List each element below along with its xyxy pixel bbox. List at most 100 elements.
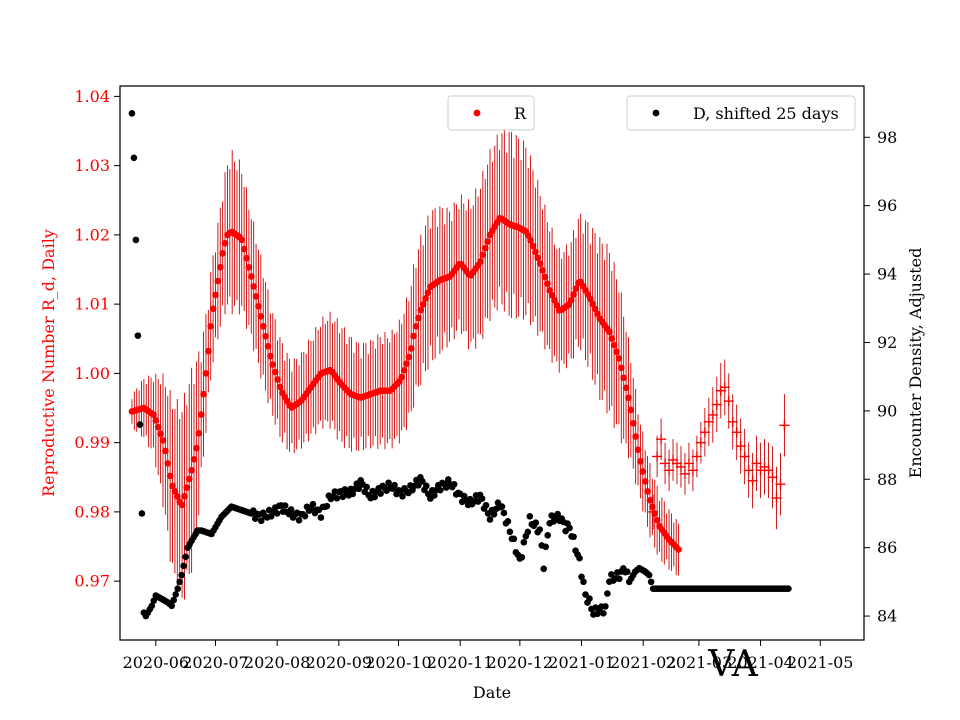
d-point bbox=[498, 503, 506, 510]
r-point bbox=[536, 260, 544, 267]
r-point bbox=[245, 263, 253, 271]
r-point bbox=[214, 277, 222, 285]
d-point bbox=[178, 571, 185, 579]
r-point bbox=[589, 300, 596, 308]
plot-frame bbox=[119, 85, 865, 641]
r-point bbox=[162, 447, 169, 455]
d-point bbox=[526, 513, 534, 520]
r-late-point bbox=[735, 441, 746, 452]
r-late-point bbox=[675, 461, 686, 472]
legend-d-label: D, shifted 25 days bbox=[693, 104, 839, 123]
d-point bbox=[486, 516, 494, 523]
r-point bbox=[639, 468, 647, 475]
r-late-point bbox=[695, 437, 706, 448]
r-late-point bbox=[664, 465, 675, 476]
r-late-point bbox=[751, 458, 762, 469]
r-point bbox=[209, 305, 217, 313]
r-point bbox=[646, 496, 654, 504]
r-late-point bbox=[739, 451, 750, 462]
d-point bbox=[423, 482, 430, 490]
r-point bbox=[649, 503, 656, 511]
d-point bbox=[363, 483, 370, 491]
r-point bbox=[567, 296, 575, 304]
r-point bbox=[276, 383, 284, 391]
d-point bbox=[500, 509, 508, 517]
d-point bbox=[136, 421, 144, 428]
y-axis-right: 84 86 88 90 92 94 96 98 bbox=[864, 128, 897, 626]
y-left-tick-label: 0.99 bbox=[74, 433, 110, 452]
r-point bbox=[541, 273, 549, 281]
r-point bbox=[207, 322, 215, 330]
d-point bbox=[170, 596, 178, 604]
r-point bbox=[190, 455, 198, 463]
r-late-point bbox=[771, 493, 782, 504]
d-point bbox=[544, 531, 552, 539]
d-point bbox=[148, 602, 156, 610]
r-point bbox=[546, 286, 553, 294]
r-point bbox=[644, 488, 651, 495]
r-point bbox=[195, 429, 203, 437]
x-axis: 2020-062020-072020-082020-092020-102020-… bbox=[123, 640, 853, 672]
r-point bbox=[212, 291, 219, 299]
x-tick-label: 2020-06 bbox=[123, 653, 189, 672]
d-point bbox=[444, 476, 452, 483]
d-point bbox=[478, 495, 486, 502]
d-point bbox=[130, 154, 138, 162]
y-left-tick-label: 0.98 bbox=[74, 502, 110, 521]
r-point bbox=[615, 355, 623, 362]
y-right-tick-label: 84 bbox=[877, 607, 897, 626]
r-point bbox=[171, 487, 179, 495]
r-point bbox=[529, 242, 537, 250]
r-point bbox=[419, 300, 427, 308]
r-point bbox=[479, 251, 487, 259]
r-point bbox=[164, 460, 172, 467]
y-right-tick-label: 92 bbox=[877, 333, 897, 352]
d-point bbox=[554, 510, 561, 518]
d-point bbox=[600, 610, 607, 617]
d-point bbox=[391, 481, 398, 489]
r-point bbox=[532, 248, 539, 256]
r-point bbox=[548, 291, 556, 299]
d-point bbox=[510, 535, 518, 543]
legend-r: R bbox=[447, 95, 535, 131]
d-point bbox=[419, 477, 426, 485]
r-late-point bbox=[687, 465, 698, 476]
d-point bbox=[176, 578, 183, 586]
r-point bbox=[653, 516, 661, 524]
y-axis-left-title: Reproductive Number R_d, Daily bbox=[39, 229, 58, 497]
r-point bbox=[219, 250, 226, 257]
d-point bbox=[355, 485, 363, 493]
r-point bbox=[410, 332, 417, 340]
d-point bbox=[371, 493, 378, 501]
d-point bbox=[415, 482, 422, 489]
x-tick-label: 2021-02 bbox=[610, 653, 676, 672]
d-point bbox=[450, 480, 458, 488]
r-point bbox=[539, 267, 546, 274]
chart-title-label: VA bbox=[707, 644, 759, 685]
r-point bbox=[267, 352, 274, 360]
d-point bbox=[785, 585, 792, 593]
r-point bbox=[178, 501, 186, 509]
r-late-point bbox=[656, 434, 667, 445]
d-point bbox=[128, 110, 136, 117]
r-point bbox=[544, 280, 551, 287]
legend-r-label: R bbox=[514, 104, 527, 123]
d-point bbox=[349, 490, 357, 498]
d-point bbox=[566, 524, 573, 532]
d-point bbox=[532, 519, 540, 526]
d-point bbox=[518, 553, 526, 561]
r-late-point bbox=[731, 427, 742, 438]
r-late-point bbox=[660, 458, 671, 469]
y-left-tick-label: 1.00 bbox=[74, 364, 110, 383]
r-point bbox=[403, 360, 410, 367]
y-right-tick-label: 86 bbox=[877, 538, 897, 557]
r-point bbox=[259, 322, 267, 330]
y-left-tick-label: 0.97 bbox=[74, 572, 110, 591]
x-tick-label: 2020-12 bbox=[487, 653, 553, 672]
r-point bbox=[405, 353, 413, 361]
legend-d-box bbox=[626, 95, 856, 131]
r-point bbox=[618, 364, 625, 372]
r-point bbox=[152, 417, 160, 424]
r-late-point bbox=[652, 451, 663, 462]
